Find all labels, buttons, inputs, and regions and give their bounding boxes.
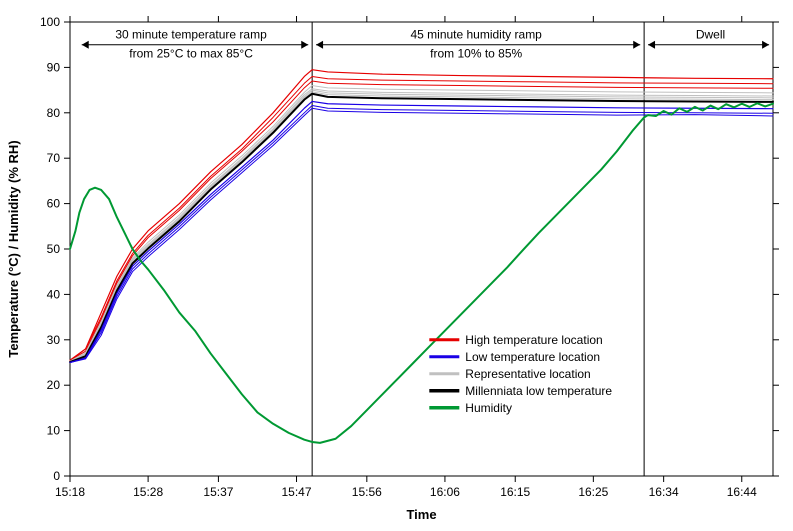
svg-text:from 25°C to max 85°C: from 25°C to max 85°C — [129, 47, 253, 61]
svg-text:Low temperature location: Low temperature location — [465, 350, 600, 364]
svg-text:15:18: 15:18 — [55, 485, 85, 499]
line-chart: 0 10 20 30 40 50 60 70 80 90 100 15:18 15:28 15:37 15:… — [0, 0, 793, 531]
svg-text:70: 70 — [47, 151, 61, 165]
svg-text:90: 90 — [47, 60, 61, 74]
svg-text:Millenniata low temperature: Millenniata low temperature — [465, 384, 612, 398]
svg-text:High temperature location: High temperature location — [465, 333, 602, 347]
svg-text:Temperature (°C) / Humidity (%: Temperature (°C) / Humidity (% RH) — [6, 140, 21, 357]
svg-text:20: 20 — [47, 378, 61, 392]
svg-text:Representative location: Representative location — [465, 367, 590, 381]
svg-text:45 minute humidity ramp: 45 minute humidity ramp — [410, 28, 542, 42]
svg-text:16:44: 16:44 — [727, 485, 757, 499]
svg-text:80: 80 — [47, 106, 61, 120]
chart-container: 0 10 20 30 40 50 60 70 80 90 100 15:18 15:28 15:37 15:… — [0, 0, 793, 531]
svg-text:0: 0 — [53, 469, 60, 483]
svg-text:30: 30 — [47, 333, 61, 347]
svg-text:15:56: 15:56 — [352, 485, 382, 499]
svg-text:30 minute temperature ramp: 30 minute temperature ramp — [115, 28, 267, 42]
svg-text:Dwell: Dwell — [696, 28, 725, 42]
svg-text:60: 60 — [47, 197, 61, 211]
svg-text:16:06: 16:06 — [430, 485, 460, 499]
svg-text:100: 100 — [40, 15, 60, 29]
svg-text:50: 50 — [47, 242, 61, 256]
svg-text:16:15: 16:15 — [500, 485, 530, 499]
svg-text:10: 10 — [47, 424, 61, 438]
svg-text:Time: Time — [406, 507, 436, 522]
svg-text:40: 40 — [47, 287, 61, 301]
svg-text:from 10% to 85%: from 10% to 85% — [430, 47, 522, 61]
svg-text:16:25: 16:25 — [578, 485, 608, 499]
svg-text:15:37: 15:37 — [203, 485, 233, 499]
svg-text:Humidity: Humidity — [465, 401, 512, 415]
svg-text:15:28: 15:28 — [133, 485, 163, 499]
svg-text:16:34: 16:34 — [649, 485, 679, 499]
svg-text:15:47: 15:47 — [282, 485, 312, 499]
